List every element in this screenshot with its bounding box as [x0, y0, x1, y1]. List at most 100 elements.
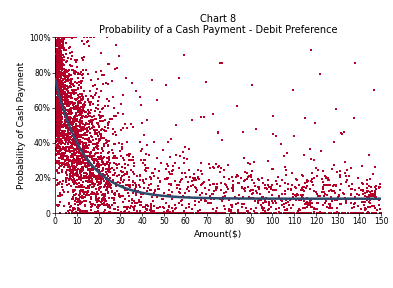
Point — [63, 101, 69, 106]
Point — [86, 182, 93, 187]
Point — [61, 122, 67, 126]
Point — [57, 119, 64, 123]
Point — [103, 141, 109, 145]
Point — [152, 167, 158, 172]
Point — [55, 72, 62, 77]
Point — [74, 132, 80, 137]
Point — [61, 46, 67, 50]
Point — [300, 211, 307, 215]
Point — [71, 120, 77, 124]
Point — [52, 35, 58, 40]
Point — [235, 173, 241, 178]
Point — [194, 188, 200, 193]
Point — [276, 211, 283, 215]
Point — [79, 73, 86, 77]
Point — [70, 158, 77, 163]
Point — [54, 105, 60, 110]
Point — [118, 169, 125, 173]
Point — [80, 211, 86, 215]
Point — [55, 117, 61, 121]
Point — [126, 158, 132, 162]
Point — [99, 147, 105, 151]
Point — [192, 176, 198, 180]
Point — [142, 211, 149, 215]
Point — [65, 142, 72, 146]
Point — [59, 103, 65, 107]
Point — [94, 211, 100, 215]
Point — [258, 202, 264, 207]
Point — [53, 42, 59, 46]
Point — [78, 69, 84, 74]
Point — [110, 154, 117, 159]
Point — [54, 94, 61, 98]
Point — [86, 137, 92, 141]
Point — [62, 35, 69, 40]
Point — [322, 175, 329, 179]
Point — [60, 136, 66, 141]
Point — [57, 55, 63, 60]
Point — [86, 35, 93, 40]
Point — [57, 103, 63, 108]
Point — [54, 144, 60, 149]
Point — [57, 61, 63, 66]
Point — [53, 113, 59, 118]
Point — [55, 59, 61, 64]
Point — [94, 141, 100, 146]
Point — [300, 199, 307, 203]
Point — [75, 108, 81, 113]
Point — [54, 67, 60, 71]
Point — [107, 184, 113, 188]
Point — [221, 211, 228, 215]
Point — [141, 181, 147, 185]
Point — [85, 71, 91, 76]
Point — [196, 200, 202, 204]
Point — [53, 60, 60, 65]
Point — [345, 211, 351, 215]
Point — [84, 160, 91, 164]
Point — [55, 55, 61, 59]
Point — [268, 187, 274, 192]
Point — [67, 131, 73, 136]
Point — [195, 175, 201, 179]
Point — [52, 57, 59, 61]
Point — [107, 185, 113, 190]
Point — [99, 159, 105, 164]
Point — [198, 169, 204, 173]
Point — [54, 75, 60, 80]
Point — [104, 178, 110, 182]
Point — [230, 183, 237, 187]
Point — [71, 148, 77, 152]
Point — [89, 154, 95, 159]
Point — [81, 105, 87, 109]
Point — [256, 184, 263, 189]
Point — [124, 211, 130, 215]
Point — [68, 106, 74, 111]
Point — [149, 211, 156, 215]
Point — [82, 145, 88, 150]
Point — [75, 143, 81, 148]
Point — [110, 113, 117, 118]
Point — [61, 100, 68, 105]
Point — [136, 177, 143, 182]
Point — [116, 211, 123, 215]
Point — [338, 201, 344, 206]
Point — [57, 71, 64, 75]
Point — [77, 99, 83, 104]
Point — [57, 86, 63, 91]
Point — [54, 35, 60, 40]
Point — [222, 207, 229, 211]
Point — [290, 211, 296, 215]
Point — [342, 211, 348, 215]
Point — [297, 198, 303, 203]
Point — [310, 158, 317, 163]
Point — [183, 206, 189, 210]
Point — [58, 50, 64, 54]
Point — [77, 137, 83, 142]
Point — [368, 211, 375, 215]
Point — [57, 148, 64, 152]
Point — [57, 99, 63, 104]
Point — [54, 35, 60, 40]
Point — [57, 56, 63, 60]
Point — [54, 168, 61, 172]
Point — [55, 150, 62, 154]
